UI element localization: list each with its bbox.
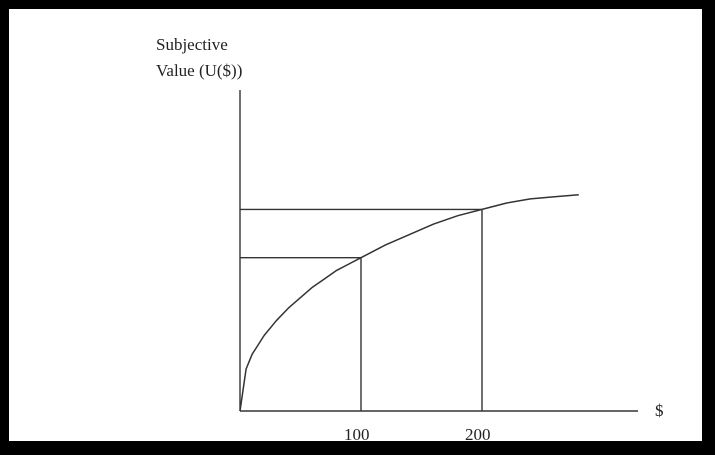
y-axis-label-line-1: Subjective (156, 35, 228, 54)
x-tick-label-100: 100 (344, 425, 370, 444)
y-axis-label-line-2: Value (U($)) (156, 61, 242, 80)
reference-lines-group (240, 208, 483, 411)
figure-frame (9, 9, 702, 441)
x-tick-label-200: 200 (465, 425, 491, 444)
curve-group (239, 193, 579, 412)
utility-curve (239, 193, 579, 412)
x-tick-labels-group: 100 200 (344, 425, 491, 444)
axes-group (239, 90, 638, 412)
x-axis-label: $ (655, 401, 664, 420)
